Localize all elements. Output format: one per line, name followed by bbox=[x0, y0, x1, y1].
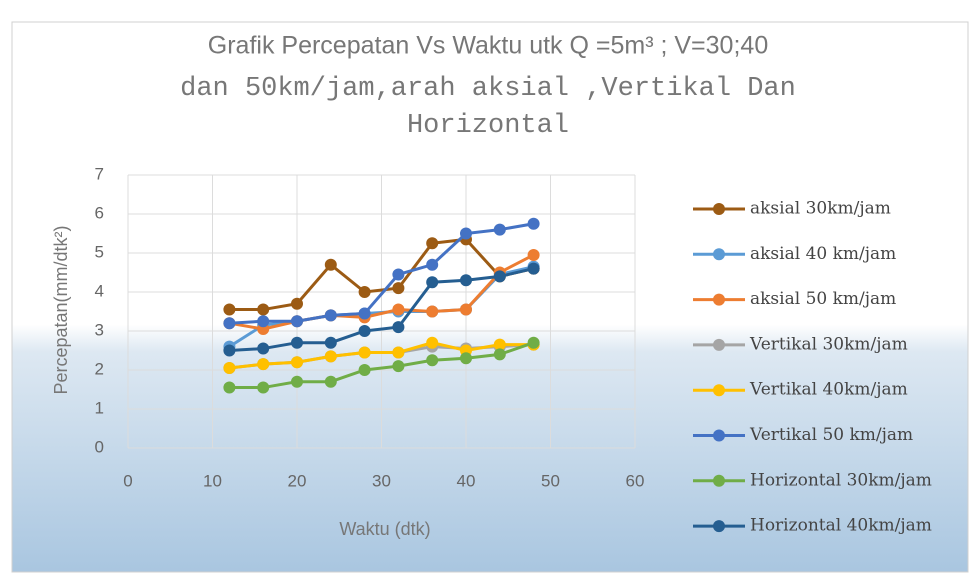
legend-swatch bbox=[713, 429, 725, 442]
data-point bbox=[460, 303, 472, 316]
chart-title: Grafik Percepatan Vs Waktu utk Q =5m³ ; … bbox=[208, 32, 768, 60]
data-point bbox=[324, 350, 337, 363]
y-tick-label: 0 bbox=[95, 437, 104, 456]
data-point bbox=[257, 342, 270, 355]
data-point bbox=[291, 375, 303, 388]
data-point bbox=[358, 364, 371, 376]
data-point bbox=[493, 338, 506, 351]
legend-label: Vertikal 40km/jam bbox=[749, 380, 908, 400]
x-tick-label: 30 bbox=[372, 471, 391, 490]
data-point bbox=[426, 237, 439, 250]
legend-swatch bbox=[713, 384, 725, 397]
data-point bbox=[493, 270, 506, 283]
data-point bbox=[223, 317, 236, 330]
data-point bbox=[527, 248, 540, 261]
y-axis-label: Percepatan(mm/dtk²) bbox=[51, 225, 71, 394]
series-line bbox=[229, 237, 534, 312]
data-point bbox=[358, 325, 371, 337]
data-point bbox=[291, 315, 303, 328]
chart-background bbox=[11, 21, 969, 573]
y-tick-label: 7 bbox=[95, 164, 104, 183]
data-point bbox=[426, 276, 439, 289]
data-point bbox=[223, 362, 236, 375]
data-point bbox=[460, 352, 472, 365]
y-tick-label: 4 bbox=[95, 281, 104, 300]
data-point bbox=[223, 344, 236, 357]
data-point bbox=[291, 336, 303, 349]
data-point bbox=[257, 381, 270, 394]
series-line bbox=[229, 222, 534, 325]
legend-swatch bbox=[713, 338, 725, 351]
legend-swatch bbox=[713, 293, 725, 306]
data-point bbox=[223, 303, 236, 316]
legend-swatch bbox=[713, 203, 725, 215]
data-point bbox=[527, 217, 540, 230]
legend-label: aksial 50 km/jam bbox=[750, 289, 896, 309]
data-point bbox=[527, 262, 540, 275]
data-point bbox=[223, 381, 236, 394]
data-point bbox=[460, 227, 472, 240]
chart-title: dan 50km/jam,arah aksial ,Vertikal Dan bbox=[180, 74, 796, 104]
x-tick-label: 20 bbox=[288, 471, 307, 490]
data-point bbox=[324, 309, 337, 322]
legend-swatch bbox=[713, 248, 725, 261]
series-line bbox=[229, 267, 534, 352]
data-point bbox=[392, 346, 405, 359]
y-tick-label: 2 bbox=[95, 359, 104, 378]
series-line bbox=[229, 341, 535, 390]
data-point bbox=[460, 274, 472, 287]
legend-swatch bbox=[713, 474, 725, 487]
x-tick-label: 40 bbox=[457, 471, 476, 490]
data-point bbox=[493, 348, 506, 361]
data-point bbox=[493, 223, 506, 236]
y-tick-label: 3 bbox=[95, 320, 104, 339]
data-point bbox=[324, 258, 337, 271]
series-line bbox=[229, 341, 534, 370]
data-point bbox=[358, 286, 371, 298]
legend-swatch bbox=[713, 520, 725, 533]
data-point bbox=[257, 303, 270, 316]
x-tick-label: 0 bbox=[123, 471, 132, 490]
legend-label: aksial 30km/jam bbox=[750, 199, 891, 219]
data-point bbox=[426, 354, 439, 367]
series-line bbox=[229, 253, 535, 331]
data-point bbox=[324, 336, 337, 349]
x-tick-label: 50 bbox=[541, 471, 560, 490]
data-point bbox=[426, 258, 439, 271]
x-axis-label: Waktu (dtk) bbox=[339, 519, 430, 539]
legend-label: Horizontal 30km/jam bbox=[750, 470, 932, 490]
data-point bbox=[392, 282, 405, 295]
chart-title: Horizontal bbox=[407, 111, 569, 141]
data-point bbox=[257, 315, 270, 328]
y-tick-label: 6 bbox=[95, 203, 104, 222]
data-point bbox=[291, 356, 303, 369]
legend-label: Vertikal 30km/jam bbox=[749, 334, 908, 354]
data-point bbox=[426, 336, 439, 349]
data-point bbox=[291, 297, 303, 310]
data-point bbox=[358, 346, 371, 359]
data-point bbox=[257, 358, 270, 371]
legend-label: aksial 40 km/jam bbox=[750, 244, 896, 264]
data-point bbox=[426, 305, 439, 318]
legend-label: Horizontal 40km/jam bbox=[750, 516, 932, 536]
data-point bbox=[392, 268, 405, 281]
data-point bbox=[392, 303, 405, 316]
data-point bbox=[324, 375, 337, 388]
x-tick-label: 10 bbox=[203, 471, 222, 490]
y-tick-label: 1 bbox=[95, 398, 104, 417]
y-tick-label: 5 bbox=[95, 242, 104, 261]
x-tick-label: 60 bbox=[626, 471, 645, 490]
data-point bbox=[527, 336, 540, 349]
legend-label: Vertikal 50 km/jam bbox=[749, 425, 913, 445]
data-point bbox=[392, 360, 405, 373]
data-point bbox=[358, 307, 371, 320]
data-point bbox=[392, 321, 405, 334]
